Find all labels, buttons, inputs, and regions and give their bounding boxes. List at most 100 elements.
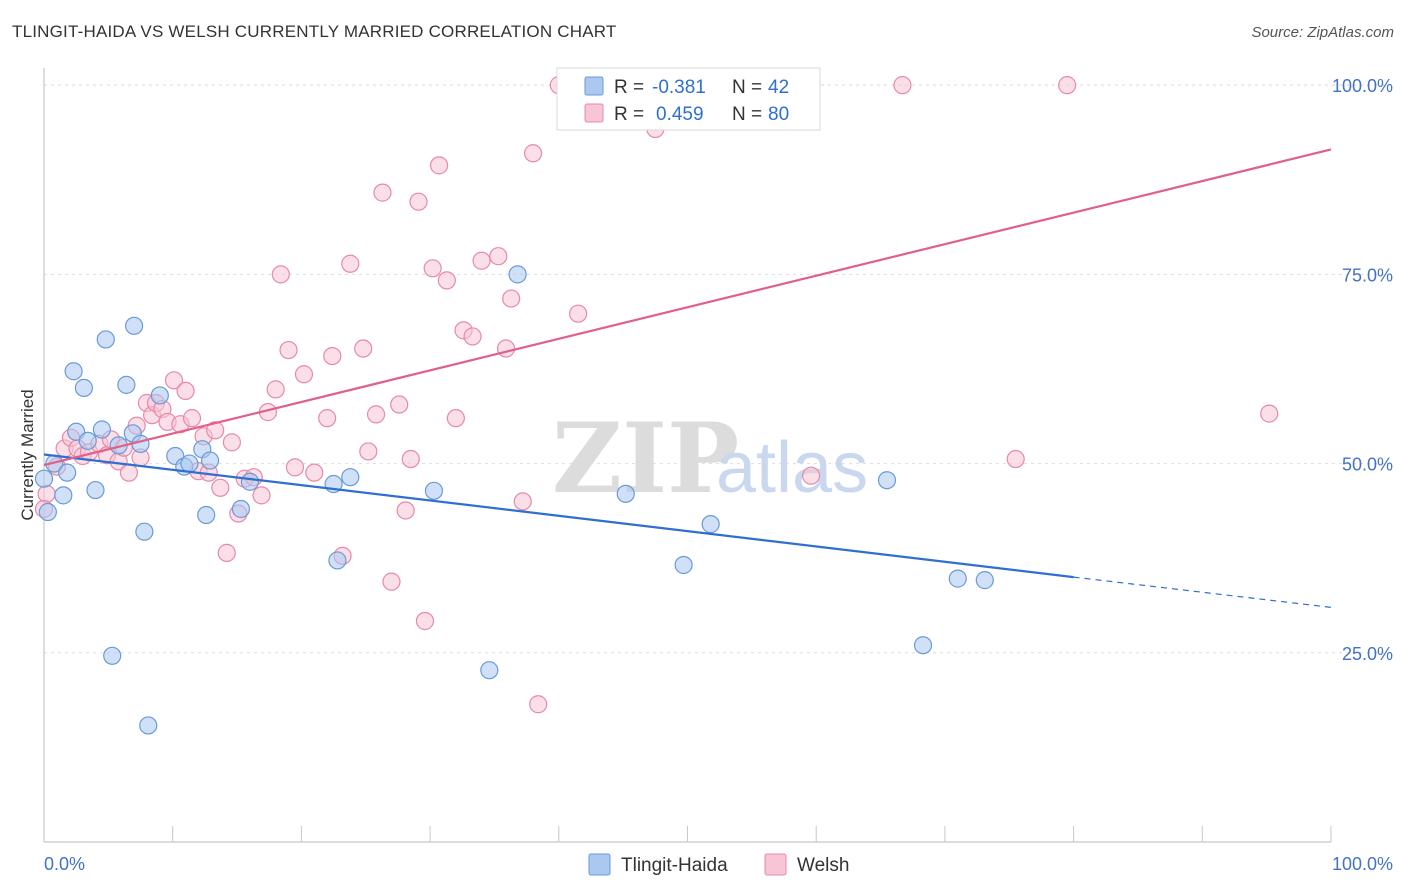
welsh-point	[182, 409, 202, 428]
tlingit-haida-point	[480, 661, 499, 680]
tlingit-haida-point	[913, 636, 933, 655]
tlingit-haida-point	[139, 716, 158, 735]
stats-n-label-2: N =	[732, 104, 762, 125]
welsh-point	[323, 346, 342, 366]
tlingit-haida-point	[231, 499, 251, 519]
welsh-trendline	[43, 148, 1332, 467]
stats-legend: R = -0.381 N = 42 R = 0.459 N = 80	[556, 67, 821, 131]
welsh-point	[396, 501, 415, 520]
welsh-point	[401, 449, 420, 469]
tlingit-haida-point	[424, 481, 444, 500]
stats-r-label-2: R =	[614, 104, 644, 125]
tlingit-haida-point	[328, 551, 347, 570]
welsh-point	[318, 409, 337, 428]
welsh-point	[119, 463, 139, 482]
welsh-point	[801, 466, 821, 485]
welsh-point	[472, 251, 491, 270]
stats-r-value-2: 0.459	[656, 104, 704, 125]
welsh-point	[354, 339, 373, 358]
x-tick-label: 0.0%	[44, 854, 85, 874]
welsh-point	[294, 365, 314, 384]
series-legend: Tlingit-Haida Welsh	[588, 853, 849, 876]
welsh-point	[222, 433, 242, 452]
welsh-point	[305, 463, 324, 482]
source-label: Source: ZipAtlas.com	[1251, 24, 1394, 41]
chart-title: TLINGIT-HAIDA VS WELSH CURRENTLY MARRIED…	[12, 22, 617, 41]
tlingit-haida-point	[341, 468, 360, 487]
welsh-point	[206, 421, 225, 440]
tlingit-haida-point	[92, 420, 112, 439]
welsh-point	[496, 339, 516, 358]
stats-legend-blue-swatch	[584, 76, 604, 96]
welsh-point	[252, 486, 271, 505]
x-tick-label: 100.0%	[1332, 854, 1393, 874]
y-tick-label: 75.0%	[1342, 265, 1393, 285]
welsh-point	[271, 265, 290, 284]
welsh-point	[373, 183, 392, 202]
welsh-point	[893, 76, 912, 95]
stats-n-value-2: 80	[768, 104, 789, 125]
tlingit-haida-trendline-extension	[1073, 576, 1332, 608]
welsh-point	[217, 543, 236, 562]
legend-swatch-welsh	[764, 853, 787, 876]
y-axis-title: Currently Married	[18, 389, 37, 520]
tlingit-haida-point	[78, 431, 97, 450]
welsh-point	[211, 478, 230, 497]
welsh-point	[430, 156, 449, 175]
tlingit-haida-point	[74, 378, 93, 397]
welsh-point	[463, 327, 482, 346]
stats-legend-pink-swatch	[584, 103, 604, 123]
tlingit-haida-point	[975, 571, 994, 590]
welsh-point	[437, 271, 456, 290]
watermark-zip: ZIP	[552, 402, 739, 515]
tlingit-haida-point	[117, 375, 136, 394]
welsh-point	[529, 695, 548, 714]
welsh-point	[390, 395, 409, 414]
welsh-point	[513, 492, 532, 511]
welsh-point	[359, 442, 378, 461]
y-tick-label: 100.0%	[1332, 76, 1393, 96]
welsh-point	[37, 484, 56, 503]
welsh-point	[266, 380, 285, 399]
tlingit-haida-point	[877, 471, 897, 490]
stats-n-value-1: 42	[768, 77, 789, 98]
welsh-point	[415, 611, 435, 631]
welsh-point	[502, 289, 521, 308]
welsh-point	[382, 572, 401, 591]
tlingit-haida-point	[86, 480, 105, 500]
tlingit-haida-point	[948, 569, 967, 588]
welsh-point	[1006, 449, 1025, 469]
tlingit-haida-point	[38, 502, 57, 522]
legend-label-tlingit-haida: Tlingit-Haida	[621, 855, 728, 876]
welsh-point	[1058, 76, 1077, 95]
tlingit-haida-point	[54, 486, 73, 505]
welsh-point	[176, 381, 195, 401]
tlingit-haida-point	[197, 505, 216, 525]
welsh-point	[489, 247, 508, 266]
tlingit-haida-point	[124, 316, 144, 335]
welsh-point	[1260, 404, 1279, 423]
welsh-point	[409, 192, 428, 211]
y-tick-label: 25.0%	[1342, 644, 1393, 664]
tlingit-haida-point	[58, 463, 77, 482]
tlingit-haida-point	[135, 522, 154, 541]
welsh-point	[285, 458, 305, 477]
y-tick-label: 50.0%	[1342, 455, 1393, 475]
tlingit-haida-point	[34, 469, 54, 488]
tlingit-haida-point	[616, 484, 635, 503]
stats-r-value-1: -0.381	[652, 77, 706, 98]
watermark-atlas: atlas	[716, 428, 868, 508]
legend-label-welsh: Welsh	[797, 855, 849, 876]
tlingit-haida-point	[96, 330, 115, 349]
welsh-point	[341, 254, 360, 273]
welsh-point	[279, 340, 298, 360]
stats-r-label-1: R =	[614, 77, 644, 98]
tlingit-haida-point	[103, 646, 122, 665]
welsh-point	[523, 144, 543, 163]
tlingit-haida-point	[674, 555, 693, 575]
tlingit-haida-point	[180, 454, 199, 473]
welsh-point	[423, 259, 442, 278]
tlingit-haida-point	[701, 515, 720, 534]
grid-layer	[44, 84, 1392, 654]
